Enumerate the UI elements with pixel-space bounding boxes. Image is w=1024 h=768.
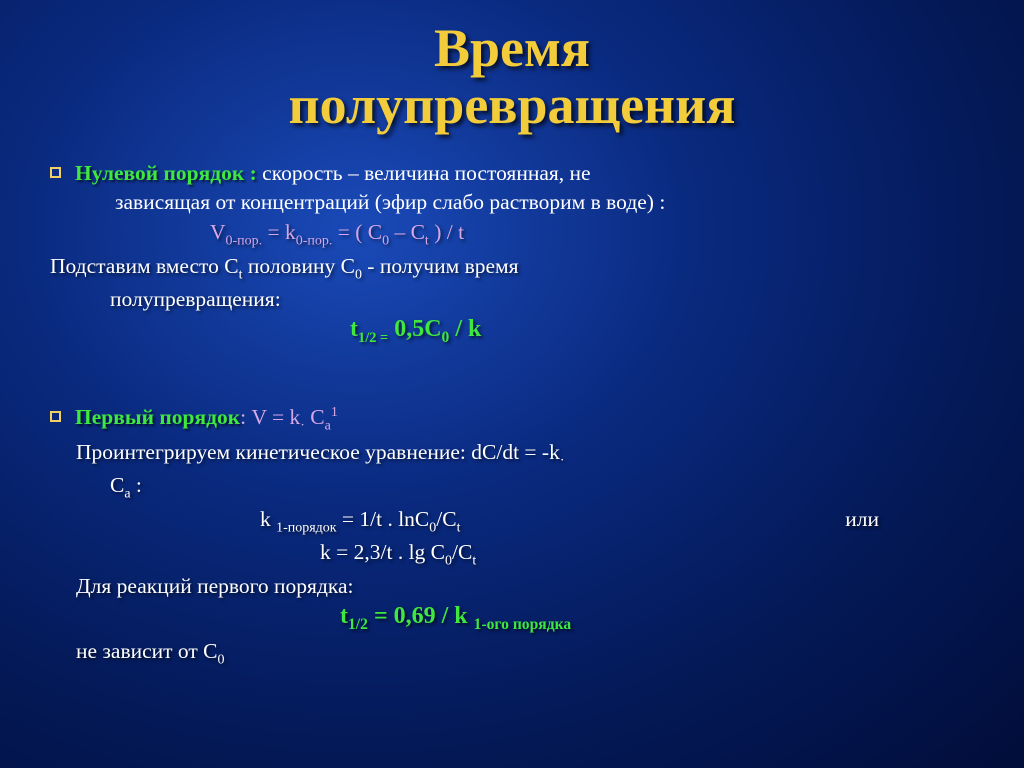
res1-sub: 1/2 bbox=[348, 616, 368, 633]
first-order-head: Первый порядок bbox=[75, 405, 240, 429]
l1b: · bbox=[560, 453, 565, 468]
l1a: Проинтегрируем кинетическое уравнение: d… bbox=[76, 440, 560, 464]
first-order-result: t1/2 = 0,69 / k 1-ого порядка bbox=[50, 601, 974, 635]
eq-rhs: = ( C bbox=[332, 220, 382, 244]
zero-substitute-line: Подставим вместо Ct половину C0 - получи… bbox=[50, 252, 974, 313]
bullet-first-order: Первый порядок: V = k· Ca1 bbox=[50, 403, 974, 436]
first-def1: : V = k bbox=[240, 405, 300, 429]
bullet-zero-order: Нулевой порядок : скорость – величина по… bbox=[50, 159, 974, 216]
first-k-equation-2: k = 2,3/t . lg C0/Ct bbox=[50, 538, 974, 571]
eqk-sub: 1-порядок bbox=[276, 520, 336, 535]
eqk2-mid: /C bbox=[452, 540, 472, 564]
eqk2-s1: 0 bbox=[445, 554, 452, 569]
slide-content: Нулевой порядок : скорость – величина по… bbox=[50, 159, 974, 669]
eqk-mid: = 1/t . lnC bbox=[337, 507, 430, 531]
l1d: : bbox=[131, 473, 142, 497]
zero-rest1: скорость – величина постоянная, не bbox=[257, 161, 591, 185]
l2a: Подставим вместо C bbox=[50, 254, 239, 278]
title-line2: полупревращения bbox=[288, 75, 735, 135]
zero-order-equation: V0-пор. = k0-пор. = ( C0 – Ct ) / t bbox=[50, 218, 974, 251]
l6a: не зависит от C bbox=[76, 639, 218, 663]
eq-eq1: = k bbox=[262, 220, 296, 244]
first-independent-line: не зависит от C0 bbox=[50, 637, 974, 670]
first-k-equation-1: k 1-порядок = 1/t . lnC0/Ct или bbox=[50, 505, 974, 538]
eqk-lhs: k bbox=[260, 507, 276, 531]
first-def2-sub: a bbox=[325, 419, 331, 434]
l2b-sub: 0 bbox=[355, 267, 362, 282]
eq-sub1: 0-пор. bbox=[226, 233, 263, 248]
square-bullet-icon bbox=[50, 167, 61, 178]
eq-dash: – C bbox=[389, 220, 425, 244]
eqk2: k = 2,3/t . lg C bbox=[320, 540, 445, 564]
eq-lhs: V bbox=[210, 220, 226, 244]
eq-sub2: 0-пор. bbox=[296, 233, 333, 248]
zero-order-result: t1/2 = 0,5C0 / k bbox=[50, 314, 974, 348]
l1c: C bbox=[110, 473, 124, 497]
eqk-s2: t bbox=[457, 520, 461, 535]
l6a-sub: 0 bbox=[218, 652, 225, 667]
eqk2-s2: t bbox=[472, 554, 476, 569]
res1-tail: 1-ого порядка bbox=[474, 616, 572, 633]
first-integrate-line: Проинтегрируем кинетическое уравнение: d… bbox=[50, 438, 974, 503]
zero-order-head: Нулевой порядок : bbox=[75, 161, 257, 185]
res0-sub: 1/2 = bbox=[358, 330, 388, 346]
first-def2-sup: 1 bbox=[331, 405, 338, 420]
eq-tail: ) / t bbox=[429, 220, 464, 244]
eqk-or: или bbox=[845, 505, 879, 538]
l2c: - получим время bbox=[362, 254, 519, 278]
res1-mid: = 0,69 / k bbox=[368, 603, 474, 629]
slide-title: Время полупревращения bbox=[50, 20, 974, 133]
title-line1: Время bbox=[434, 18, 590, 78]
res1-t: t bbox=[340, 603, 348, 629]
res0-v1: 0,5C bbox=[388, 316, 441, 342]
first-reactions-line: Для реакций первого порядка: bbox=[50, 572, 974, 600]
square-bullet-icon bbox=[50, 411, 61, 422]
res0-v2: / k bbox=[449, 316, 481, 342]
eqk-mid2: /C bbox=[436, 507, 456, 531]
first-def2: C bbox=[305, 405, 325, 429]
res0-t: t bbox=[350, 316, 358, 342]
l2b: половину C bbox=[242, 254, 354, 278]
zero-rest2: зависящая от концентраций (эфир слабо ра… bbox=[75, 188, 974, 216]
l2d: полупревращения: bbox=[50, 285, 974, 313]
